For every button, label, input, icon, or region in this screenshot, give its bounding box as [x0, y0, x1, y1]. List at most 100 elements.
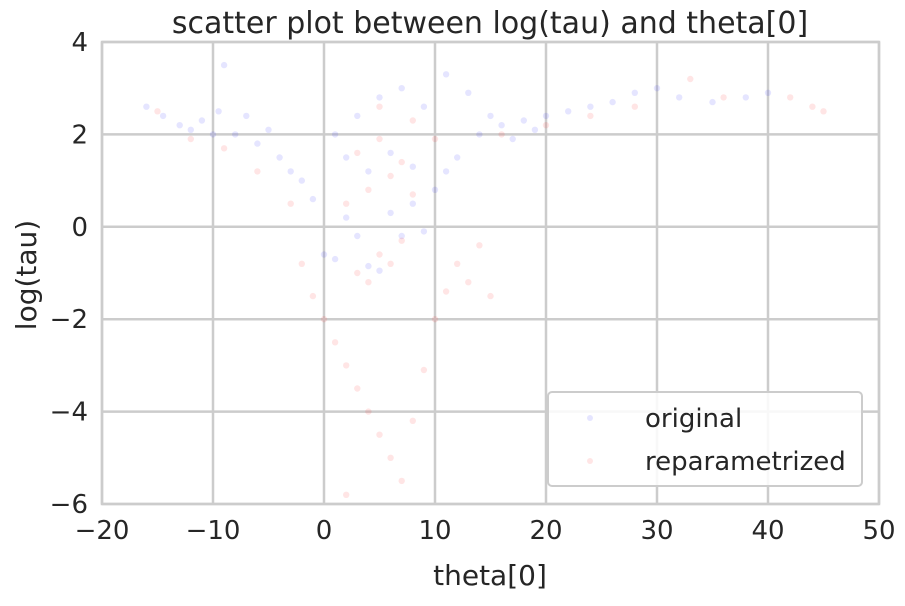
data-point-original: [764, 89, 772, 97]
data-point-original: [398, 85, 405, 92]
data-point-reparametrized: [320, 316, 328, 323]
data-point-reparametrized: [376, 431, 383, 438]
x-tick-label: 40: [751, 516, 784, 546]
data-point-reparametrized: [331, 339, 339, 346]
data-point-original: [343, 214, 350, 221]
legend-marker-original: [587, 415, 593, 421]
data-point-original: [159, 112, 167, 120]
data-point-original: [465, 89, 472, 97]
data-point-original: [331, 255, 339, 263]
data-point-original: [631, 89, 638, 97]
data-point-reparametrized: [809, 103, 816, 110]
data-point-original: [331, 131, 339, 138]
x-tick-label: 10: [418, 516, 451, 546]
data-point-reparametrized: [820, 108, 827, 115]
data-point-reparametrized: [365, 408, 372, 415]
data-point-original: [387, 149, 394, 157]
data-point-reparametrized: [431, 316, 439, 323]
data-point-reparametrized: [465, 279, 472, 286]
data-point-reparametrized: [343, 491, 350, 498]
data-point-reparametrized: [409, 191, 416, 198]
data-point-reparametrized: [587, 112, 594, 120]
data-point-original: [609, 98, 616, 106]
data-point-original: [442, 71, 450, 78]
data-point-original: [320, 251, 328, 258]
data-point-original: [343, 154, 350, 161]
data-point-original: [365, 168, 372, 175]
data-point-original: [409, 163, 416, 170]
legend: original reparametrized: [547, 391, 863, 487]
data-point-reparametrized: [398, 158, 405, 166]
data-point-reparametrized: [787, 94, 794, 101]
data-point-reparametrized: [309, 292, 317, 300]
data-point-original: [676, 94, 683, 101]
data-point-original: [298, 177, 305, 184]
data-point-reparametrized: [409, 117, 416, 124]
data-point-reparametrized: [187, 135, 194, 143]
data-point-reparametrized: [454, 260, 461, 267]
data-point-original: [442, 168, 450, 175]
data-point-original: [365, 262, 372, 270]
data-point-original: [565, 108, 572, 115]
x-axis-label: theta[0]: [433, 559, 547, 592]
data-point-reparametrized: [387, 454, 394, 461]
data-point-reparametrized: [542, 122, 550, 129]
data-point-reparametrized: [387, 172, 394, 180]
data-point-original: [409, 200, 416, 207]
data-point-original: [243, 112, 250, 120]
data-point-reparametrized: [354, 149, 361, 157]
data-point-reparametrized: [354, 385, 361, 392]
data-point-reparametrized: [220, 145, 228, 152]
series-original: [143, 61, 772, 274]
data-point-reparametrized: [631, 103, 638, 110]
data-point-original: [376, 94, 383, 101]
x-tick-label: 0: [316, 516, 333, 546]
data-point-original: [509, 135, 516, 143]
data-point-original: [209, 131, 217, 138]
data-point-reparametrized: [365, 186, 372, 193]
legend-marker-reparametrized: [587, 458, 593, 464]
chart-title: scatter plot between log(tau) and theta[…: [172, 6, 808, 41]
data-point-reparametrized: [298, 260, 305, 267]
data-point-reparametrized: [720, 94, 727, 101]
data-point-reparametrized: [420, 366, 428, 374]
series-reparametrized: [154, 75, 827, 498]
y-tick-label: 2: [71, 120, 88, 150]
data-point-original: [220, 61, 228, 69]
data-point-original: [309, 195, 317, 203]
data-point-original: [420, 228, 428, 235]
data-point-original: [198, 117, 206, 124]
x-tick-label: 50: [862, 516, 895, 546]
x-tick-label: 30: [640, 516, 673, 546]
data-point-original: [487, 112, 494, 120]
data-point-original: [232, 131, 239, 138]
data-point-original: [454, 154, 461, 161]
x-tick-label: 20: [529, 516, 562, 546]
data-point-reparametrized: [687, 75, 694, 83]
data-point-original: [653, 85, 661, 92]
data-point-reparametrized: [254, 168, 261, 175]
data-point-reparametrized: [387, 260, 394, 267]
data-point-original: [476, 131, 483, 138]
y-tick-label: −4: [50, 398, 88, 428]
y-axis-label: log(tau): [10, 220, 43, 330]
plot-frame: [100, 40, 881, 506]
legend-label-original: original: [645, 404, 742, 434]
data-point-reparametrized: [476, 242, 483, 249]
data-point-original: [187, 126, 194, 133]
data-point-reparametrized: [409, 417, 416, 424]
data-point-reparametrized: [431, 135, 439, 143]
legend-box: [547, 391, 863, 487]
data-point-original: [265, 126, 272, 133]
data-point-original: [215, 108, 222, 115]
data-point-reparametrized: [354, 269, 361, 277]
data-point-original: [498, 122, 505, 129]
data-point-original: [354, 112, 361, 120]
data-point-reparametrized: [487, 292, 494, 300]
data-point-original: [420, 103, 428, 110]
data-point-reparametrized: [498, 131, 505, 138]
data-point-original: [254, 140, 261, 147]
data-point-original: [398, 232, 405, 240]
